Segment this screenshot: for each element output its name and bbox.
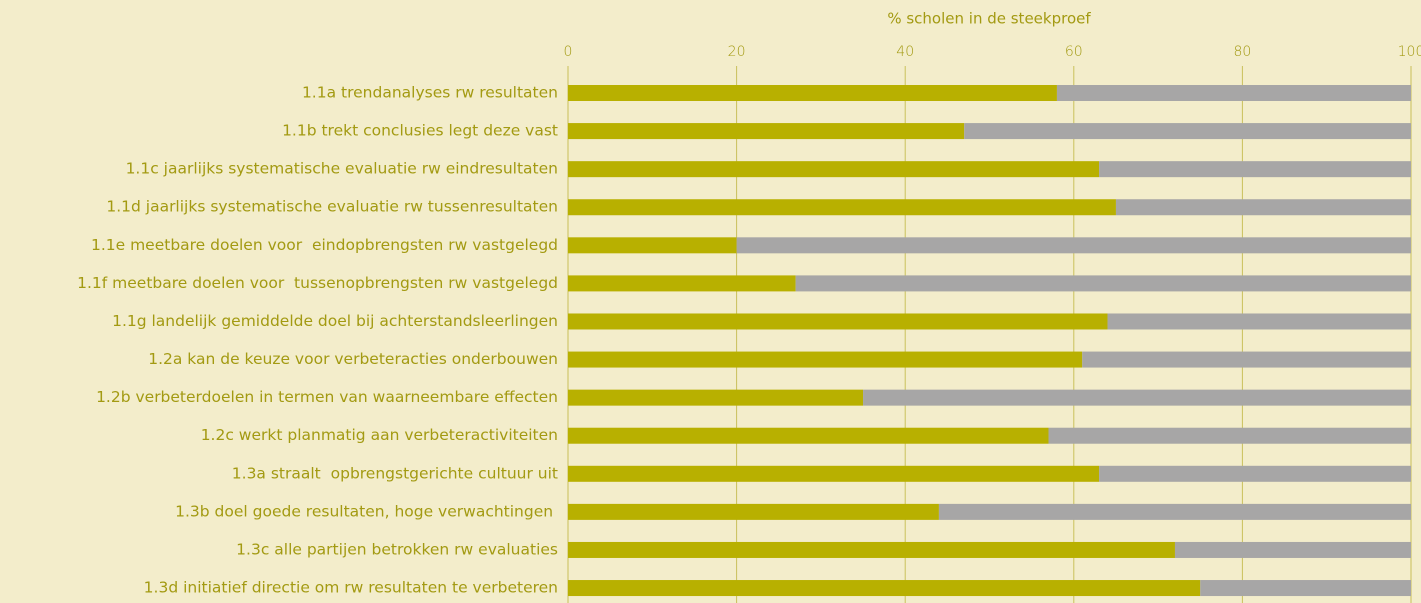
bar-segment bbox=[568, 123, 965, 140]
bar-segment bbox=[736, 237, 1411, 254]
bar-segment bbox=[568, 465, 1100, 482]
y-tick-label: 1.2c werkt planmatig aan verbeteractivit… bbox=[201, 426, 558, 444]
y-tick-label: 1.1c jaarlijks systematische evaluatie r… bbox=[126, 160, 558, 178]
bar-segment bbox=[568, 313, 1108, 330]
bar-segment bbox=[964, 123, 1411, 140]
bar-segment bbox=[568, 389, 864, 406]
y-tick-label: 1.1a trendanalyses rw resultaten bbox=[302, 84, 558, 102]
bar-segment bbox=[568, 427, 1049, 444]
x-tick-label: 20 bbox=[728, 44, 746, 60]
bar-segment bbox=[795, 275, 1411, 292]
bar-segment bbox=[1048, 427, 1411, 444]
y-tick-label: 1.3b doel goede resultaten, hoge verwach… bbox=[175, 502, 558, 520]
bar-segment bbox=[1200, 580, 1411, 597]
chart-title: % scholen in de steekproef bbox=[887, 10, 1091, 28]
y-tick-label: 1.3a straalt opbrengstgerichte cultuur u… bbox=[232, 464, 558, 482]
bar-segment bbox=[1174, 541, 1411, 558]
bar-segment bbox=[568, 541, 1175, 558]
y-tick-label: 1.1e meetbare doelen voor eindopbrengste… bbox=[91, 236, 558, 254]
bar-segment bbox=[568, 351, 1083, 368]
bar-segment bbox=[568, 580, 1201, 597]
bar-segment bbox=[568, 237, 737, 254]
bar-segment bbox=[1099, 161, 1411, 178]
y-tick-label: 1.1f meetbare doelen voor tussenopbrengs… bbox=[77, 274, 558, 292]
y-tick-label: 1.2a kan de keuze voor verbeteracties on… bbox=[148, 350, 558, 368]
bar-segment bbox=[568, 161, 1100, 178]
bar-segment bbox=[568, 503, 939, 520]
bar-segment bbox=[863, 389, 1411, 406]
bar-segment bbox=[1115, 199, 1411, 216]
y-tick-label: 1.1d jaarlijks systematische evaluatie r… bbox=[106, 198, 558, 216]
x-tick-label: 80 bbox=[1233, 44, 1251, 60]
bar-segment bbox=[568, 199, 1116, 216]
bar-segment bbox=[1056, 85, 1411, 101]
y-tick-label: 1.1g landelijk gemiddelde doel bij achte… bbox=[112, 312, 558, 330]
bar-segment bbox=[568, 85, 1057, 101]
y-tick-label: 1.2b verbeterdoelen in termen van waarne… bbox=[96, 388, 558, 406]
y-tick-label: 1.3d initiatief directie om rw resultate… bbox=[144, 579, 558, 597]
x-tick-label: 40 bbox=[896, 44, 914, 60]
bar-segment bbox=[1099, 465, 1411, 482]
bar-segment bbox=[568, 275, 796, 292]
x-tick-label: 60 bbox=[1065, 44, 1083, 60]
x-tick-label: 0 bbox=[564, 44, 573, 60]
x-tick-label: 100 bbox=[1398, 44, 1421, 60]
y-tick-label: 1.3c alle partijen betrokken rw evaluati… bbox=[236, 540, 558, 558]
bar-segment bbox=[938, 503, 1411, 520]
bar-segment bbox=[1082, 351, 1411, 368]
y-tick-label: 1.1b trekt conclusies legt deze vast bbox=[282, 122, 558, 140]
bar-segment bbox=[1107, 313, 1411, 330]
